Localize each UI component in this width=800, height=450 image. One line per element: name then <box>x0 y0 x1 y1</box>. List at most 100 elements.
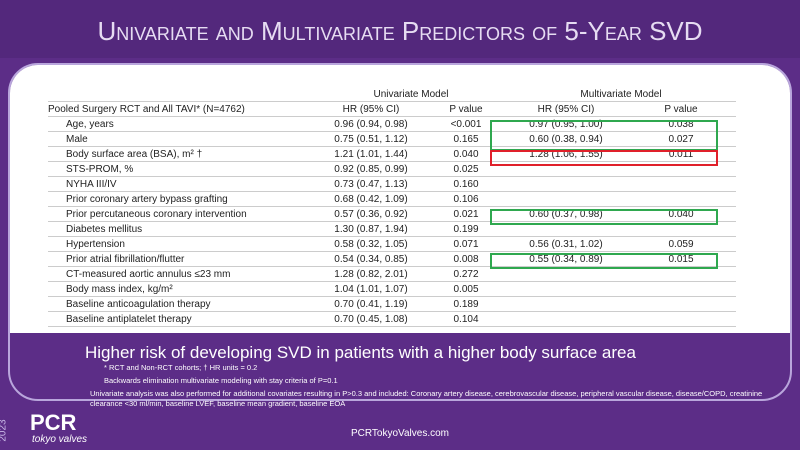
cell: 0.92 (0.85, 0.99) <box>316 161 426 177</box>
footnote: * RCT and Non-RCT cohorts; † HR units = … <box>104 363 258 372</box>
logo: PCR <box>30 410 77 435</box>
cell: 0.58 (0.32, 1.05) <box>316 236 426 252</box>
cell: 0.071 <box>426 236 506 252</box>
cell <box>626 296 736 312</box>
slide-title: Univariate and Multivariate Predictors o… <box>0 0 800 58</box>
cell: 0.73 (0.47, 1.13) <box>316 176 426 192</box>
group-header-row: Univariate Model Multivariate Model <box>48 87 736 102</box>
cell: 0.68 (0.42, 1.09) <box>316 191 426 207</box>
cell: 1.21 (1.01, 1.44) <box>316 146 426 162</box>
cell: 0.015 <box>626 251 736 267</box>
cell <box>626 311 736 327</box>
column-header: P value <box>426 101 506 117</box>
cell: 0.189 <box>426 296 506 312</box>
cell: 1.28 (0.82, 2.01) <box>316 266 426 282</box>
cell: 0.059 <box>626 236 736 252</box>
cell: 0.55 (0.34, 0.89) <box>506 251 626 267</box>
cell: 0.104 <box>426 311 506 327</box>
table-row: STS-PROM, % 0.92 (0.85, 0.99) 0.025 <box>48 161 736 177</box>
row-label: NYHA III/IV <box>48 176 316 192</box>
row-label: Prior coronary artery bypass grafting <box>48 191 316 207</box>
cell <box>506 266 626 282</box>
row-label: STS-PROM, % <box>48 161 316 177</box>
cell <box>626 266 736 282</box>
panel: Univariate Model Multivariate Model Pooled… <box>8 63 792 401</box>
row-label: Diabetes mellitus <box>48 221 316 237</box>
table-row: Prior atrial fibrillation/flutter 0.54 (0… <box>48 251 736 267</box>
table-row: Male 0.75 (0.51, 1.12) 0.165 0.60 (0.38, 0.… <box>48 131 736 147</box>
cell: 0.025 <box>426 161 506 177</box>
cell: 0.106 <box>426 191 506 207</box>
row-label: Body mass index, kg/m² <box>48 281 316 297</box>
cell <box>506 281 626 297</box>
row-label: Prior atrial fibrillation/flutter <box>48 251 316 267</box>
cell <box>626 221 736 237</box>
row-label: CT-measured aortic annulus ≤23 mm <box>48 266 316 282</box>
cell: 1.04 (1.01, 1.07) <box>316 281 426 297</box>
cell: 0.54 (0.34, 0.85) <box>316 251 426 267</box>
cell: 0.160 <box>426 176 506 192</box>
cell: 0.56 (0.31, 1.02) <box>506 236 626 252</box>
row-label: Hypertension <box>48 236 316 252</box>
table-row: Prior percutaneous coronary intervention… <box>48 206 736 222</box>
cell <box>48 87 316 102</box>
cell: 0.70 (0.41, 1.19) <box>316 296 426 312</box>
cell: 0.272 <box>426 266 506 282</box>
column-header-row: Pooled Surgery RCT and All TAVI* (N=4762… <box>48 101 736 117</box>
table-area: Univariate Model Multivariate Model Pooled… <box>10 65 790 333</box>
footnote: Backwards elimination multivariate model… <box>104 376 338 385</box>
cell <box>506 296 626 312</box>
cell: 0.60 (0.38, 0.94) <box>506 131 626 147</box>
table-row: Diabetes mellitus 1.30 (0.87, 1.94) 0.199 <box>48 221 736 237</box>
cell: 0.57 (0.36, 0.92) <box>316 206 426 222</box>
cell <box>506 221 626 237</box>
group-header: Multivariate Model <box>506 87 736 102</box>
cell: 0.70 (0.45, 1.08) <box>316 311 426 327</box>
cell: <0.001 <box>426 116 506 132</box>
highlight-box <box>490 120 718 151</box>
table-row: Hypertension 0.58 (0.32, 1.05) 0.071 0.56 (… <box>48 236 736 252</box>
cell <box>626 191 736 207</box>
callout: Higher risk of developing SVD in patient… <box>85 343 636 362</box>
table-row: Prior coronary artery bypass grafting 0.6… <box>48 191 736 207</box>
column-header: P value <box>626 101 736 117</box>
table: Univariate Model Multivariate Model Pooled… <box>48 87 736 327</box>
row-label: Baseline anticoagulation therapy <box>48 296 316 312</box>
column-header: HR (95% CI) <box>506 101 626 117</box>
cell: 0.199 <box>426 221 506 237</box>
highlight-box <box>490 253 718 269</box>
row-label: Baseline antiplatelet therapy <box>48 311 316 327</box>
table-row: NYHA III/IV 0.73 (0.47, 1.13) 0.160 <box>48 176 736 192</box>
cell <box>506 191 626 207</box>
table-row: CT-measured aortic annulus ≤23 mm 1.28 (0… <box>48 266 736 282</box>
row-label: Age, years <box>48 116 316 132</box>
row-label: Prior percutaneous coronary intervention <box>48 206 316 222</box>
highlight-box <box>490 150 718 166</box>
cell: 0.75 (0.51, 1.12) <box>316 131 426 147</box>
column-header: Pooled Surgery RCT and All TAVI* (N=4762… <box>48 101 316 117</box>
footnote: Univariate analysis was also performed f… <box>90 389 763 408</box>
cell <box>626 281 736 297</box>
cell: 0.040 <box>426 146 506 162</box>
cell <box>506 311 626 327</box>
cell <box>626 176 736 192</box>
column-header: HR (95% CI) <box>316 101 426 117</box>
table-row: Body mass index, kg/m² 1.04 (1.01, 1.07) 0… <box>48 281 736 297</box>
row-label: Male <box>48 131 316 147</box>
logo-subtitle: tokyo valves <box>32 434 88 445</box>
cell: 1.30 (0.87, 1.94) <box>316 221 426 237</box>
cell: 0.165 <box>426 131 506 147</box>
cell: 0.96 (0.94, 0.98) <box>316 116 426 132</box>
table-row: Baseline antiplatelet therapy 0.70 (0.45,… <box>48 311 736 327</box>
table-row: Baseline anticoagulation therapy 0.70 (0.… <box>48 296 736 312</box>
footer-url: PCRTokyoValves.com <box>351 428 449 439</box>
row-label: Body surface area (BSA), m² † <box>48 146 316 162</box>
group-header: Univariate Model <box>316 87 506 102</box>
highlight-box <box>490 209 718 225</box>
cell: 0.005 <box>426 281 506 297</box>
cell: 0.008 <box>426 251 506 267</box>
cell <box>506 176 626 192</box>
cell: 0.027 <box>626 131 736 147</box>
cell: 0.021 <box>426 206 506 222</box>
